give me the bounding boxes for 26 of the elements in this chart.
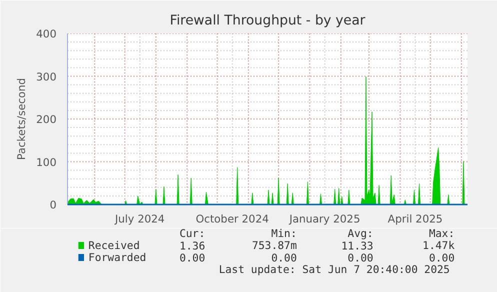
text: 0.00 <box>179 252 206 264</box>
text: 1.47k <box>422 239 456 252</box>
y-tick-label: 0 <box>50 198 57 212</box>
y-tick-label: 400 <box>36 28 57 40</box>
text: 0.00 <box>428 252 455 264</box>
text: Cur: <box>179 227 206 240</box>
text: 0.00 <box>348 252 374 264</box>
x-tick-label: April 2025 <box>388 212 443 226</box>
legend-label: Forwarded <box>88 251 146 264</box>
y-tick-label: 100 <box>36 156 57 169</box>
x-tick-label: July 2024 <box>114 212 165 226</box>
text: 753.87m <box>252 239 297 252</box>
x-tick-label: January 2025 <box>288 212 360 226</box>
text: Max: <box>428 227 455 240</box>
y-tick-label: 200 <box>36 113 57 126</box>
text: 0.00 <box>271 252 297 264</box>
text: 11.33 <box>341 240 374 252</box>
text: Avg: <box>348 227 374 240</box>
text: Last update: Sat Jun 7 20:40:00 2025 <box>218 263 450 276</box>
chart-title: Firewall Throughput - by year <box>170 14 366 28</box>
text: 1.36 <box>179 240 206 252</box>
x-tick-label: October 2024 <box>196 212 270 226</box>
y-axis-title: Packets/second <box>15 78 28 160</box>
legend-label: Received <box>88 239 140 252</box>
y-tick-label: 300 <box>36 70 57 84</box>
text: Min: <box>271 227 297 240</box>
